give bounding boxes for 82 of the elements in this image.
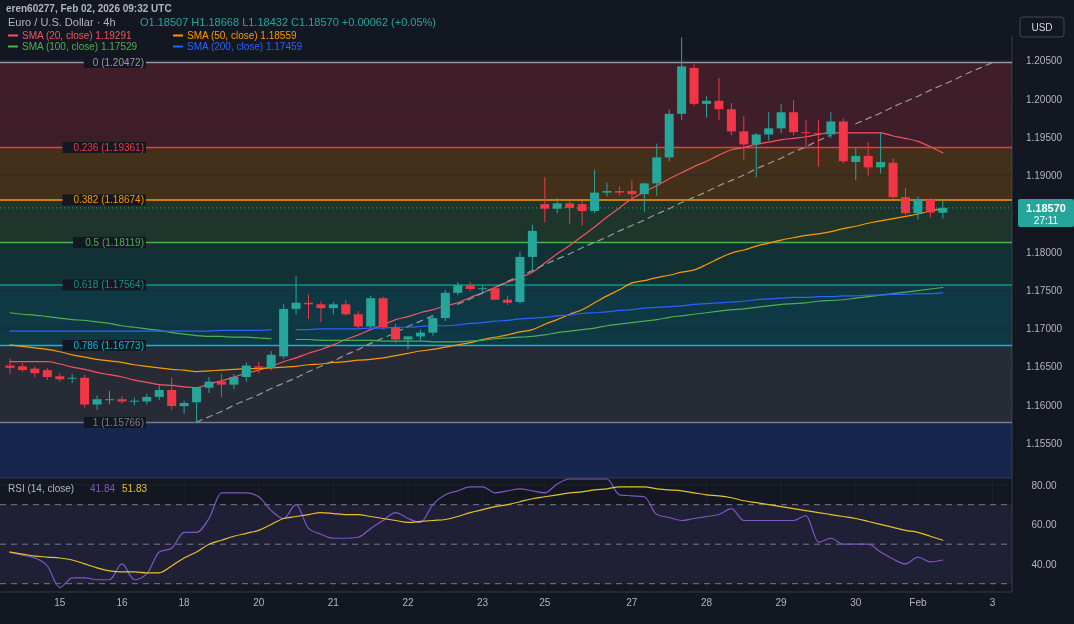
ref-line-label: 0.382 (1.18674) <box>73 194 144 206</box>
ref-line-label: 0.236 (1.19361) <box>73 141 144 153</box>
candlestick <box>851 147 861 181</box>
candlestick <box>266 350 276 371</box>
candlestick <box>565 200 575 225</box>
text: eren60277, Feb 02, 2026 09:32 UTC <box>6 3 172 14</box>
line-series <box>9 486 944 574</box>
candlestick <box>876 131 886 174</box>
chart-subtitle: O1.18507 H1.18668 L1.18432 C1.18570 +0.00062 (+0.05%) <box>140 16 437 28</box>
y-tick-label: 1.17500 <box>1025 284 1063 296</box>
candlestick <box>789 99 799 136</box>
candlestick <box>179 400 189 415</box>
candlestick <box>751 132 761 178</box>
ref-line-label: 0.618 (1.17564) <box>73 279 144 291</box>
x-tick-label: 25 <box>539 597 551 608</box>
x-tick-label: 30 <box>850 597 862 608</box>
x-tick-label: 16 <box>116 597 128 608</box>
candlestick <box>241 361 251 383</box>
candlestick <box>826 111 836 139</box>
legend-label: SMA (100, close) 1.17529 <box>22 41 138 52</box>
candlestick <box>925 197 935 219</box>
candlestick <box>204 376 214 394</box>
candlestick <box>702 95 711 119</box>
x-tick-label: 15 <box>54 597 66 608</box>
text: 41.84 <box>90 483 116 494</box>
candlestick <box>105 390 114 406</box>
candlestick <box>316 300 326 323</box>
candlestick <box>764 111 774 142</box>
y-tick-label: 1.15500 <box>1025 437 1063 449</box>
x-tick-label: 3 <box>989 597 996 608</box>
y-tick-label: 1.16000 <box>1025 399 1063 411</box>
text: 27:11 <box>1033 214 1059 226</box>
candlestick <box>428 314 438 337</box>
y-tick-label: 80.00 <box>1031 479 1057 491</box>
x-tick-label: 28 <box>700 597 713 608</box>
legend-label: SMA (50, close) 1.18559 <box>187 30 297 41</box>
y-tick-label: 1.16500 <box>1025 361 1063 373</box>
x-tick-label: 23 <box>477 597 489 608</box>
y-tick-label: 60.00 <box>1031 519 1057 531</box>
y-tick-label: 1.20500 <box>1025 55 1063 67</box>
candlestick <box>216 373 226 398</box>
ref-line-label: 0.786 (1.16773) <box>73 339 144 351</box>
candlestick <box>714 77 724 121</box>
candlestick <box>577 200 587 227</box>
x-tick-label: 20 <box>253 597 265 608</box>
candlestick <box>540 176 550 223</box>
candlestick <box>229 373 239 390</box>
candlestick <box>776 103 786 134</box>
ref-line-label: 0.5 (1.18119) <box>85 236 144 248</box>
candlestick <box>291 275 301 315</box>
y-tick-label: 1.17000 <box>1025 323 1063 335</box>
candlestick <box>726 102 736 136</box>
legend-label: SMA (20, close) 1.19291 <box>22 30 132 41</box>
candlestick <box>92 394 102 411</box>
candlestick <box>639 182 649 213</box>
y-tick-label: 1.19500 <box>1025 131 1063 143</box>
x-tick-label: Feb <box>909 597 927 608</box>
legend-label: SMA (200, close) 1.17459 <box>187 41 303 52</box>
text: 51.83 <box>122 483 148 494</box>
candlestick <box>739 115 749 161</box>
candlestick <box>391 322 401 344</box>
x-tick-label: 22 <box>402 597 414 608</box>
y-tick-label: 40.00 <box>1031 558 1057 570</box>
chart-title: Euro / U.S. Dollar · 4h <box>8 16 116 28</box>
x-tick-label: 29 <box>775 597 788 608</box>
text: USD <box>1031 22 1053 33</box>
y-tick-label: 1.18000 <box>1025 246 1063 258</box>
candlestick <box>602 182 612 197</box>
x-tick-label: 18 <box>178 597 191 608</box>
ref-line-label: 1.18570 <box>1026 201 1066 214</box>
candlestick <box>627 179 637 200</box>
candlestick <box>901 187 910 216</box>
x-tick-label: 21 <box>327 597 340 608</box>
ref-line-label: 0 (1.20472) <box>92 56 144 68</box>
candlestick <box>192 386 202 423</box>
candlestick <box>167 377 177 411</box>
y-tick-label: 1.19000 <box>1025 170 1063 182</box>
ref-line-label: 1 (1.15766) <box>92 416 144 428</box>
text: RSI (14, close) <box>8 483 75 494</box>
y-tick-label: 1.20000 <box>1025 93 1063 105</box>
x-tick-label: 27 <box>626 597 638 608</box>
candlestick <box>403 335 413 350</box>
